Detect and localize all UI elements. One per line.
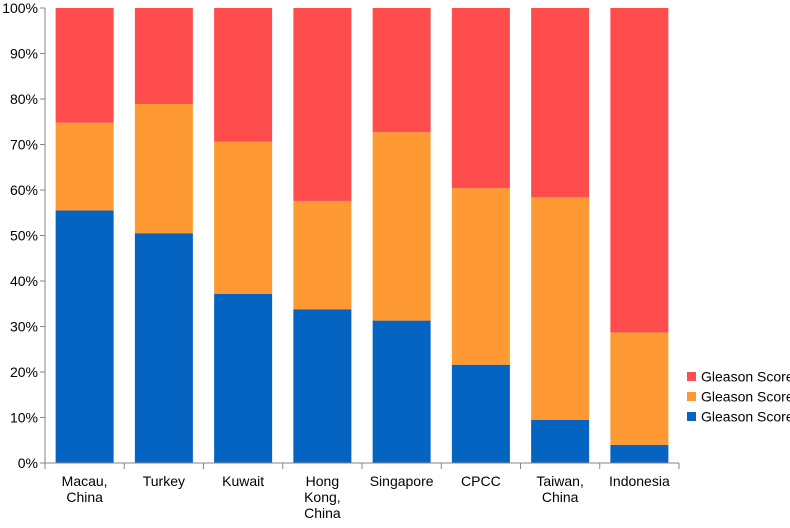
x-tick-label-line: Indonesia <box>609 473 670 489</box>
y-tick-label: 40% <box>10 273 38 289</box>
x-tick-label-line: Macau, <box>62 473 108 489</box>
y-tick-label: 10% <box>10 410 38 426</box>
x-tick-label-line: China <box>542 489 579 505</box>
bar-segment-6-series-1 <box>451 364 510 463</box>
bar-segment-2-series-2 <box>134 104 193 234</box>
bar-segment-8-series-1 <box>610 444 669 463</box>
x-tick-label-line: Kong, <box>304 489 341 505</box>
x-tick-label: Taiwan, China <box>536 473 583 505</box>
x-tick-label-line: Taiwan, <box>536 473 583 489</box>
bar-segment-1-series-2 <box>55 122 114 211</box>
x-tick-label-line: China <box>66 489 103 505</box>
x-tick-label-line: Singapore <box>370 473 434 489</box>
legend-swatch <box>687 412 696 421</box>
bar-segment-4-series-2 <box>293 200 352 310</box>
bar-segment-1-series-1 <box>55 210 114 463</box>
x-tick-label-line: Turkey <box>143 473 185 489</box>
x-tick-label-line: Hong <box>306 473 339 489</box>
x-tick-label: CPCC <box>461 473 501 489</box>
y-tick-label: 50% <box>10 228 38 244</box>
x-tick-label-line: CPCC <box>461 473 501 489</box>
x-tick-label: Kuwait <box>222 473 264 489</box>
bar-segment-4-series-3 <box>293 8 352 201</box>
bar-segment-7-series-1 <box>531 419 590 463</box>
legend-swatch <box>687 392 696 401</box>
y-tick-label: 90% <box>10 46 38 62</box>
legend-label: Gleason Score>7 <box>701 369 790 385</box>
y-tick-label: 80% <box>10 91 38 107</box>
bar-segment-7-series-3 <box>531 8 590 198</box>
bar-segment-2-series-3 <box>134 8 193 104</box>
x-tick-label: Macau, China <box>62 473 108 505</box>
bars-group <box>55 8 669 463</box>
y-tick-label: 30% <box>10 319 38 335</box>
legend-label: Gleason Score<7 <box>701 409 790 425</box>
bar-segment-6-series-3 <box>451 8 510 189</box>
bar-segment-2-series-1 <box>134 233 193 463</box>
bar-segment-5-series-2 <box>372 132 431 321</box>
y-tick-label: 100% <box>2 0 38 16</box>
x-tick-label: Singapore <box>370 473 434 489</box>
bar-segment-7-series-2 <box>531 197 590 420</box>
x-tick-label: Hong Kong, China <box>304 473 341 521</box>
legend-swatch <box>687 372 696 381</box>
bar-segment-5-series-3 <box>372 8 431 133</box>
bar-segment-6-series-2 <box>451 188 510 365</box>
bar-segment-5-series-1 <box>372 320 431 463</box>
y-axis: 0% 10% 20% 30% 40% 50% 60% 70% 80% 90% 100% <box>2 0 46 471</box>
bar-segment-3-series-1 <box>214 293 273 463</box>
y-tick-label: 20% <box>10 364 38 380</box>
bar-segment-3-series-3 <box>214 8 273 142</box>
x-tick-label-line: China <box>304 505 341 521</box>
y-tick-label: 70% <box>10 137 38 153</box>
x-tick-label: Indonesia <box>609 473 670 489</box>
bar-segment-3-series-2 <box>214 141 273 294</box>
y-tick-label: 60% <box>10 182 38 198</box>
bar-segment-8-series-2 <box>610 332 669 445</box>
legend: Gleason Score>7 Gleason Score=7 Gleason Sc… <box>687 369 790 425</box>
bar-segment-8-series-3 <box>610 8 669 333</box>
y-tick-label: 0% <box>18 455 38 471</box>
x-tick-label: Turkey <box>143 473 185 489</box>
legend-label: Gleason Score=7 <box>701 389 790 405</box>
x-tick-label-line: Kuwait <box>222 473 264 489</box>
bar-segment-4-series-1 <box>293 309 352 463</box>
bar-segment-1-series-3 <box>55 8 114 123</box>
